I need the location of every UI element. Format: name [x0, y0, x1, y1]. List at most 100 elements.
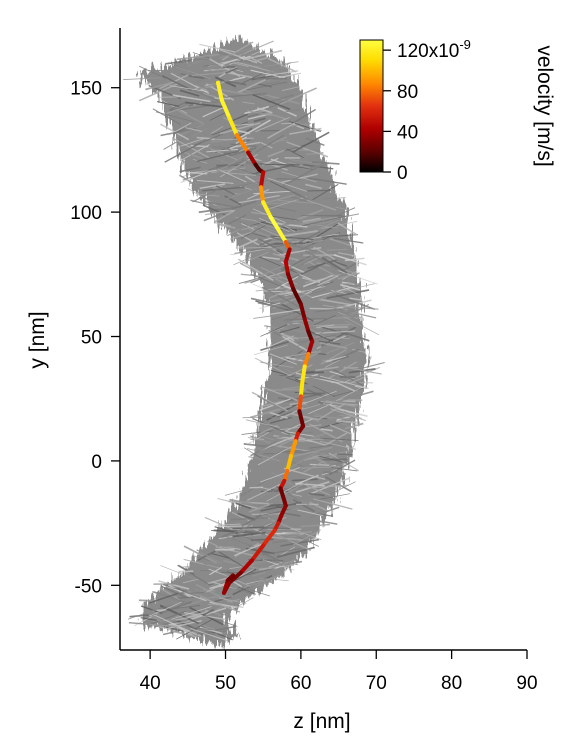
texture-streak: [219, 122, 261, 135]
texture-streak: [252, 233, 267, 238]
x-axis-title: z [nm]: [293, 710, 350, 733]
texture-streak: [257, 83, 272, 88]
texture-streak: [250, 211, 265, 215]
texture-streak: [294, 264, 336, 279]
texture-streak: [260, 551, 275, 559]
texture-streak: [260, 163, 300, 166]
texture-streak: [155, 111, 194, 123]
texture-streak: [177, 564, 195, 576]
texture-streak: [232, 123, 254, 126]
texture-streak: [176, 66, 211, 80]
texture-streak: [331, 467, 358, 472]
texture-streak: [170, 101, 188, 110]
colorbar-tick-label: 40: [397, 122, 418, 143]
texture-streak: [224, 195, 242, 206]
texture-streak: [291, 478, 318, 482]
texture-streak: [248, 559, 267, 567]
texture-streak: [179, 166, 201, 173]
texture-streak: [296, 285, 312, 290]
texture-streak: [244, 105, 270, 115]
texture-streak: [179, 593, 221, 609]
texture-streak: [319, 324, 335, 328]
texture-streak: [281, 303, 314, 322]
texture-streak: [274, 431, 313, 438]
texture-streak: [235, 52, 256, 57]
texture-streak: [181, 562, 226, 568]
texture-streak: [252, 417, 291, 435]
texture-streak: [320, 437, 359, 441]
texture-streak: [269, 353, 297, 365]
x-ticks: 40 50 60 70 80 90: [140, 650, 538, 694]
texture-streak: [258, 454, 281, 462]
texture-streak: [159, 587, 180, 601]
texture-streak: [337, 252, 357, 257]
texture-streak: [281, 164, 322, 187]
background-envelope: [123, 38, 385, 645]
texture-streak: [189, 607, 227, 621]
texture-streak: [260, 340, 289, 352]
trajectory-segment: [285, 453, 294, 473]
texture-streak: [190, 627, 228, 642]
texture-streak: [319, 375, 362, 388]
texture-streak: [315, 493, 350, 501]
texture-streak: [171, 606, 212, 620]
texture-streak: [192, 52, 210, 59]
texture-streak: [308, 423, 343, 443]
texture-streak: [321, 234, 359, 238]
texture-streak: [244, 447, 262, 459]
texture-streak: [343, 316, 380, 336]
texture-streak: [175, 108, 204, 124]
trajectory-segment: [302, 351, 311, 369]
texture-streak: [263, 99, 288, 111]
texture-streak: [261, 286, 301, 308]
texture-streak: [335, 206, 350, 211]
texture-streak: [292, 446, 333, 458]
texture-streak: [308, 444, 333, 449]
texture-streak: [246, 110, 268, 118]
texture-streak: [312, 454, 326, 457]
texture-streak: [266, 326, 285, 335]
texture-streak: [354, 385, 369, 390]
texture-streak: [203, 92, 217, 98]
texture-streak: [238, 238, 258, 249]
texture-streak: [225, 67, 238, 74]
texture-streak: [324, 342, 355, 355]
y-tick-label: 150: [70, 79, 102, 100]
texture-streak: [230, 528, 259, 531]
texture-streak: [292, 498, 315, 513]
texture-streak: [257, 395, 286, 412]
texture-streak: [262, 204, 297, 212]
texture-streak: [226, 228, 240, 237]
texture-streak: [251, 391, 288, 412]
texture-streak: [259, 263, 288, 277]
texture-streak: [245, 419, 280, 428]
texture-streak: [219, 597, 247, 604]
trajectory-segment: [291, 287, 303, 307]
texture-streak: [250, 273, 284, 288]
texture-streak: [198, 193, 220, 197]
texture-streak: [168, 621, 190, 625]
texture-streak: [319, 481, 356, 500]
texture-streak: [292, 529, 321, 546]
texture-streak: [241, 225, 258, 231]
trajectory-segment: [258, 185, 266, 205]
texture-streak: [232, 60, 275, 73]
texture-streak: [183, 558, 220, 569]
texture-streak: [326, 361, 358, 380]
texture-streak: [242, 489, 273, 506]
texture-streak: [313, 498, 353, 510]
texture-streak: [186, 171, 208, 175]
texture-streak: [166, 105, 189, 114]
texture-streak: [333, 369, 363, 386]
texture-streak: [261, 241, 290, 260]
texture-streak: [259, 424, 278, 435]
texture-streak: [289, 401, 307, 406]
colorbar-ticks: 0 40 80 120x10-9: [383, 37, 471, 184]
texture-streak: [305, 250, 337, 270]
texture-streak: [164, 142, 202, 163]
trajectory-segment: [225, 573, 236, 583]
trajectory-segment: [227, 115, 239, 137]
texture-streak: [289, 127, 322, 135]
texture-streak: [206, 148, 238, 153]
